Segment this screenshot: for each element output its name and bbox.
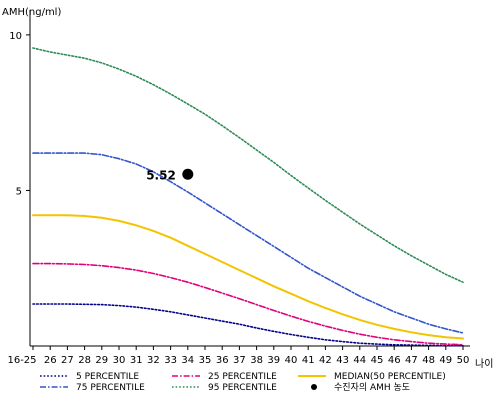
y-tick-label: 5 (16, 186, 22, 197)
axes: 5 10 16-25 26 27 28 29 30 31 32 33 34 35 36 37 38 39 40 41… (7, 10, 470, 366)
legend-label: 75 PERCENTILE (76, 383, 145, 393)
x-tick-label: 50 (457, 355, 470, 366)
x-tick-label: 32 (147, 355, 160, 366)
patient-amh-label: 5.52 (146, 168, 176, 182)
legend-label: 수진자의 AMH 농도 (334, 382, 410, 393)
x-tick-label: 27 (61, 355, 74, 366)
x-tick-label: 39 (267, 355, 280, 366)
x-tick-label: 31 (130, 355, 143, 366)
legend-marker (311, 384, 317, 390)
x-tick-label: 33 (164, 355, 177, 366)
x-tick-label: 37 (233, 355, 246, 366)
y-tick-label: 10 (9, 31, 22, 42)
series-line (32, 214, 464, 340)
series-line (32, 152, 464, 334)
series-layer (32, 47, 464, 347)
x-tick-label: 45 (371, 355, 384, 366)
series-line (32, 262, 464, 346)
x-tick-label: 41 (302, 355, 315, 366)
x-tick-label: 48 (422, 355, 435, 366)
x-tick-label: 29 (95, 355, 108, 366)
series-line (32, 303, 464, 347)
points-layer: 5.52 (146, 168, 194, 182)
legend-label: MEDIAN(50 PERCENTILE) (334, 372, 446, 382)
x-tick-label: 30 (113, 355, 126, 366)
x-tick-label: 28 (78, 355, 91, 366)
x-tick-label: 42 (319, 355, 332, 366)
x-tick-label: 40 (285, 355, 298, 366)
x-tick-label: 35 (199, 355, 212, 366)
patient-amh-point (182, 168, 194, 180)
x-tick-label: 46 (388, 355, 401, 366)
legend-label: 5 PERCENTILE (76, 372, 139, 382)
x-tick-label: 47 (405, 355, 418, 366)
series-line (32, 47, 464, 283)
x-tick-label: 49 (439, 355, 452, 366)
x-tick-label: 38 (250, 355, 263, 366)
x-tick-label: 16-25 (7, 355, 36, 366)
y-axis-title: AMH(ng/ml) (2, 7, 61, 18)
x-tick-label: 36 (216, 355, 229, 366)
legend: 5 PERCENTILE 25 PERCENTILE MEDIAN(50 PERCE… (40, 372, 446, 393)
legend-label: 95 PERCENTILE (208, 383, 277, 393)
x-tick-label: 43 (336, 355, 349, 366)
x-axis-title: 나이 (475, 358, 493, 370)
x-tick-label: 26 (44, 355, 57, 366)
x-tick-label: 34 (181, 355, 194, 366)
legend-label: 25 PERCENTILE (208, 372, 277, 382)
x-tick-label: 44 (353, 355, 366, 366)
